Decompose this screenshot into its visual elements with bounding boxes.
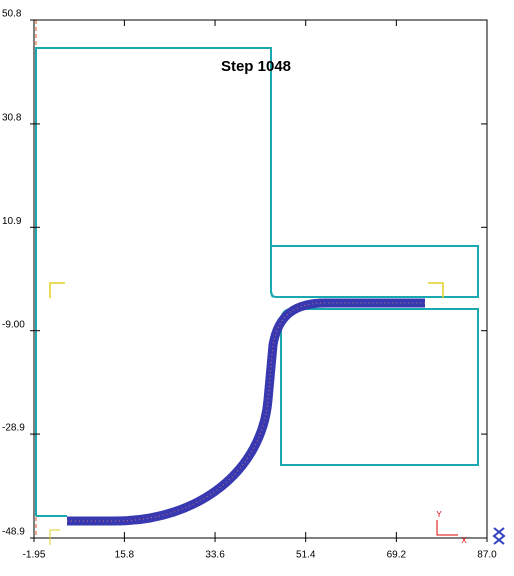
x-tick-label: 87.0 — [477, 550, 497, 561]
x-tick-label: 33.6 — [205, 550, 225, 561]
y-tick-label: -9.00 — [2, 319, 25, 330]
sheet-mesh — [67, 302, 425, 522]
x-tick-label: 15.8 — [115, 550, 135, 561]
holder — [270, 245, 479, 298]
y-tick-label: -48.9 — [2, 527, 25, 538]
triad-x: X — [461, 536, 467, 545]
plot-frame — [33, 19, 488, 539]
y-tick-label: 10.9 — [2, 216, 22, 227]
marker — [49, 529, 60, 545]
triad-axes — [436, 520, 458, 536]
y-tick-label: -28.9 — [2, 423, 25, 434]
marker — [428, 282, 444, 298]
triad-y: Y — [436, 510, 442, 519]
y-tick-label: 30.8 — [2, 113, 22, 124]
x-tick-label: 69.2 — [387, 550, 407, 561]
view-icon — [492, 527, 506, 545]
x-tick-label: 51.4 — [296, 550, 316, 561]
chart-title: Step 1048 — [221, 58, 291, 75]
x-tick-label: -1.95 — [23, 550, 46, 561]
y-tick-label: 50.8 — [2, 9, 22, 20]
marker — [49, 282, 65, 298]
